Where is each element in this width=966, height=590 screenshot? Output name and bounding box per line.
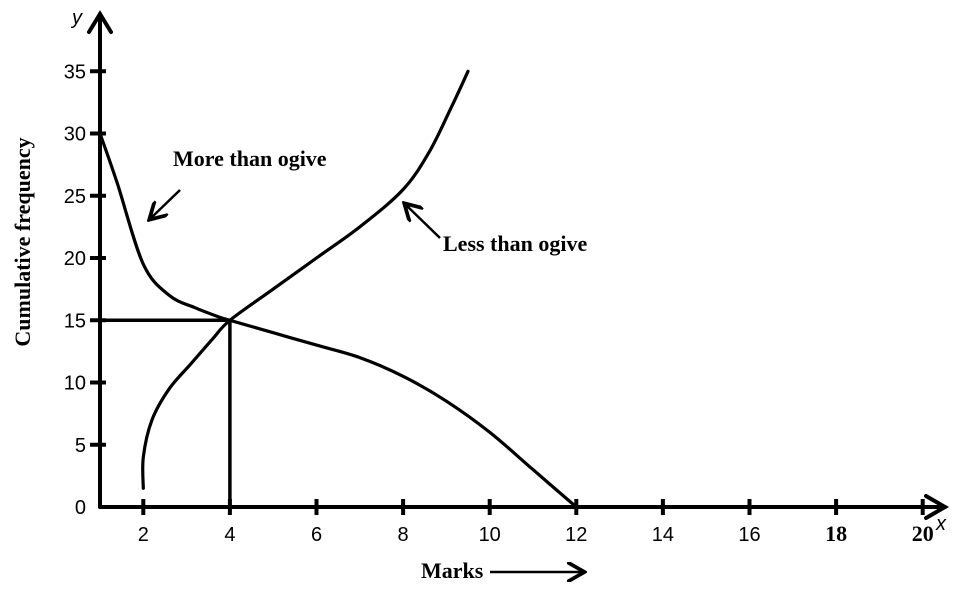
intersection-guides (100, 318, 232, 507)
x-tick-label: 20 (912, 521, 934, 546)
x-tick-label: 6 (311, 524, 322, 546)
y-tick-label: 30 (64, 124, 86, 146)
y-ticks: 0 5 10 15 20 25 30 35 (64, 61, 106, 519)
more-than-ogive-curve (98, 131, 578, 509)
y-axis-title: Cumulative frequency (10, 137, 35, 346)
x-tick-label: 14 (652, 524, 674, 546)
x-tick-label: 16 (738, 524, 760, 546)
y-axis-letter: y (70, 7, 83, 29)
x-tick-label: 4 (224, 524, 235, 546)
y-tick-label: 15 (64, 310, 86, 332)
x-tick-label: 10 (479, 524, 501, 546)
y-tick-label: 20 (64, 248, 86, 270)
more-than-ogive-label: More than ogive (173, 146, 327, 171)
x-tick-label: 18 (825, 521, 847, 546)
x-ticks: 2 4 6 8 10 12 14 16 18 20 (138, 499, 934, 546)
y-axis-arrowhead (87, 10, 113, 34)
y-tick-label: 35 (64, 61, 86, 83)
y-tick-label: 5 (75, 435, 86, 457)
less-than-ogive-curve (141, 69, 470, 490)
y-tick-label: 10 (64, 373, 86, 395)
x-tick-label: 2 (138, 524, 149, 546)
x-axis-letter: x (935, 513, 947, 535)
x-tick-label: 12 (565, 524, 587, 546)
ogive-curves (98, 69, 578, 509)
less-than-ogive-arrow (406, 205, 441, 239)
x-axis-title: Marks (421, 558, 484, 583)
more-than-ogive-arrow (151, 189, 181, 218)
x-tick-label: 8 (398, 524, 409, 546)
y-tick-label: 0 (75, 497, 86, 519)
y-tick-label: 25 (64, 186, 86, 208)
less-than-ogive-label: Less than ogive (443, 231, 587, 256)
x-axis-arrowhead (924, 494, 949, 520)
